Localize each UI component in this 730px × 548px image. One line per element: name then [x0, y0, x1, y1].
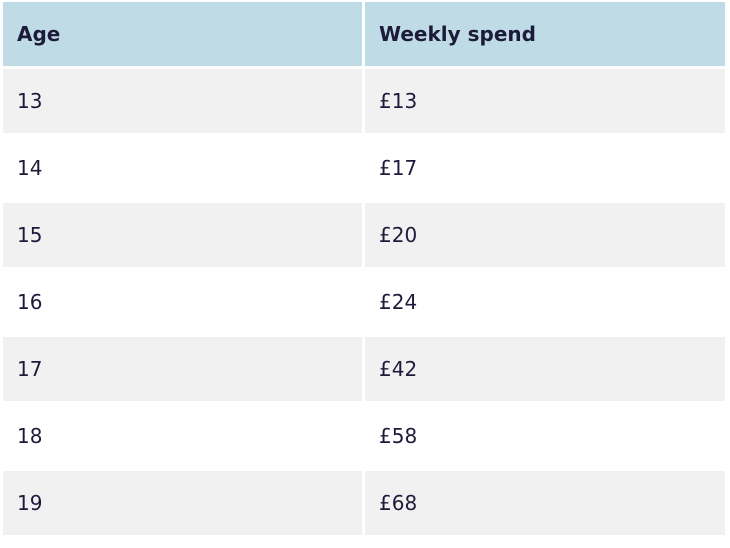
cell-age: 13: [3, 69, 362, 133]
cell-age: 14: [3, 136, 362, 200]
cell-age: 17: [3, 337, 362, 401]
cell-weekly-spend: £24: [365, 270, 725, 334]
age-weekly-spend-table: Age Weekly spend 13 £13 14 £17 15 £20 16…: [3, 2, 725, 535]
table-row: 14 £17: [3, 136, 725, 200]
table-row: 19 £68: [3, 471, 725, 535]
cell-age: 19: [3, 471, 362, 535]
table-row: 13 £13: [3, 69, 725, 133]
table-row: 18 £58: [3, 404, 725, 468]
cell-weekly-spend: £42: [365, 337, 725, 401]
cell-age: 15: [3, 203, 362, 267]
table-row: 15 £20: [3, 203, 725, 267]
table-row: 17 £42: [3, 337, 725, 401]
data-table-container: Age Weekly spend 13 £13 14 £17 15 £20 16…: [3, 2, 725, 538]
table-header-row: Age Weekly spend: [3, 2, 725, 66]
cell-weekly-spend: £17: [365, 136, 725, 200]
header-weekly-spend: Weekly spend: [365, 2, 725, 66]
table-row: 16 £24: [3, 270, 725, 334]
cell-weekly-spend: £13: [365, 69, 725, 133]
cell-age: 18: [3, 404, 362, 468]
cell-age: 16: [3, 270, 362, 334]
cell-weekly-spend: £58: [365, 404, 725, 468]
cell-weekly-spend: £68: [365, 471, 725, 535]
header-age: Age: [3, 2, 362, 66]
cell-weekly-spend: £20: [365, 203, 725, 267]
